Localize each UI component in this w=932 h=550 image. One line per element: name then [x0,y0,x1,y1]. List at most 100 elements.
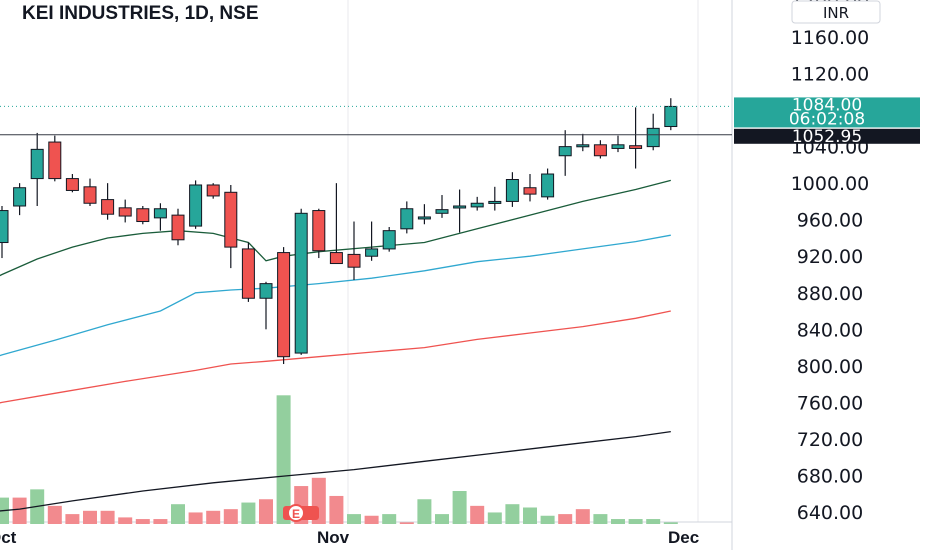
price-tick: 880.00 [797,283,863,305]
price-tick: 760.00 [797,392,863,414]
volume-bar [611,519,625,524]
candle-body [241,248,255,299]
price-tick: 1000.00 [791,173,870,195]
candle-body [365,248,379,257]
candle-body [65,178,79,191]
volume-bar [118,517,133,524]
candle-body [382,230,396,250]
candle-body [400,208,414,230]
candle-body [171,214,185,241]
candle-body [611,144,625,149]
earnings-marker-label: E [292,507,300,521]
time-tick-nov: Nov [317,528,350,547]
volume-bar [223,509,238,524]
candle-body [277,252,291,358]
volume-bar [329,495,344,524]
volume-bar [83,510,97,524]
price-axis[interactable]: 1200.001160.001120.001080.001040.001000.… [791,0,870,524]
moving-averages [0,179,671,512]
candle-body [83,186,97,204]
ma-50-line [0,234,671,357]
crosshair-price-tag: 1052.95 [734,127,920,147]
volume-bar [540,515,555,524]
volume-bar [47,505,62,524]
chart-title: KEI INDUSTRIES, 1D, NSE [22,3,259,24]
price-tick: 720.00 [797,429,863,451]
candles [0,98,678,365]
candle-body [136,208,150,223]
candle-body [224,191,238,248]
time-axis[interactable]: Oct Nov Dec [0,528,699,547]
volume-bar [487,512,502,524]
candle-body [417,216,431,220]
price-tick: 920.00 [797,246,863,268]
volume-bar [505,504,520,524]
price-tick: 640.00 [797,502,863,524]
last-price-tag-bg [734,97,920,128]
volume-bar [558,514,573,524]
crosshair-price-value: 1052.95 [792,127,862,147]
candle-body [153,208,167,219]
volume-bar [628,519,643,524]
volume-bar [171,504,185,524]
candle-body [312,210,326,252]
ma-100-line [0,310,671,404]
currency-label: INR [823,4,849,22]
candle-body [294,212,308,354]
volume-bar [382,514,397,524]
candle-body [329,252,343,265]
volume-bar [100,510,115,524]
crosshair-price-tag-bg [734,128,920,144]
volume-bar [65,514,80,524]
volume-bar [12,497,27,524]
candle-body [593,144,607,157]
candle-body [435,209,449,214]
candle-body [664,105,678,128]
candle-body [0,210,9,244]
candle-body [505,179,519,202]
candle-body [259,283,273,299]
candle-body [541,173,555,198]
volume-bar [452,491,467,524]
volume-bar [435,514,449,524]
candle-body [558,146,572,157]
volume-bar [646,519,661,524]
volume-bar [663,522,678,524]
candle-body [488,200,502,204]
candle-body [13,187,27,207]
candle-body [347,253,361,268]
volume-bar [523,507,537,524]
volume-bar [241,502,256,524]
grid [0,0,733,550]
candle-body [189,184,203,227]
candle-body [470,202,484,208]
ma-20-line [0,179,671,277]
time-tick-oct: Oct [0,528,17,547]
volume-bar [593,514,608,524]
volume-ma-line [0,430,671,512]
earnings-marker[interactable]: E [283,504,319,522]
candle-body [576,144,590,148]
bar-countdown: 06:02:08 [789,109,865,129]
volume-bar [364,515,379,524]
candle-body [101,199,115,215]
candle-body [30,148,44,180]
volume-bar [399,522,414,524]
volume-bars [0,395,678,524]
candle-body [646,127,660,148]
volume-bar [153,519,168,524]
volume-bar [259,499,273,524]
candle-body [118,207,132,217]
price-tick: 800.00 [797,356,863,378]
candle-body [48,141,62,180]
volume-bar [417,499,432,524]
candle-body [523,187,537,195]
currency-badge[interactable]: INR [791,0,881,24]
volume-bar [206,510,221,524]
candle-body [629,145,643,149]
price-tick: 1160.00 [791,27,870,49]
last-price-tag: 1084.00 06:02:08 [734,95,920,129]
price-tick: 680.00 [797,465,863,487]
candle-body [453,205,467,209]
